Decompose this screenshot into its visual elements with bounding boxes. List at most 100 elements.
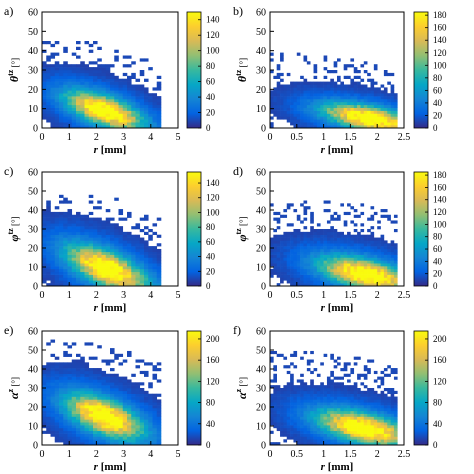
panel-f-cell [380, 425, 385, 429]
panel-c-cell [135, 283, 141, 287]
panel-a-cell [76, 113, 81, 117]
panel-a-cell [97, 87, 102, 91]
panel-c-cell [71, 251, 77, 255]
panel-f-cell [270, 393, 274, 397]
panel-d-cell [363, 271, 368, 275]
panel-f-cell [286, 402, 291, 406]
panel-f-colorbar-tick-label: 200 [433, 334, 447, 344]
panel-c-cell [135, 248, 141, 253]
panel-f-cell [316, 433, 321, 437]
panel-f-cell [353, 405, 358, 409]
panel-d-cell [306, 266, 311, 270]
panel-e-cell [131, 436, 136, 440]
panel-b-cell [273, 107, 277, 111]
panel-e-cell [71, 405, 77, 409]
panel-b-cell [337, 87, 341, 91]
panel-a-cell [46, 107, 51, 111]
panel-c-cell [54, 266, 60, 270]
panel-b-cell [290, 99, 294, 103]
panel-b-cell [333, 122, 338, 126]
panel-e-cell [76, 425, 81, 429]
panel-f-cell [293, 393, 298, 397]
panel-b-cell [313, 122, 318, 126]
panel-b-cell [383, 72, 388, 77]
panel-a-cell [71, 75, 77, 79]
panel-e-cell [71, 373, 77, 377]
panel-c-cell [50, 251, 56, 255]
panel-f-cell [330, 388, 334, 392]
panel-f-cell [367, 419, 371, 423]
panel-e-cell [156, 405, 162, 409]
panel-c-cell [127, 243, 132, 247]
panel-d-cell [357, 257, 361, 261]
panel-c-cell [59, 268, 64, 273]
panel-e-cell [80, 388, 85, 392]
panel-e-cell [144, 405, 149, 409]
panel-d-y-tick-label: 20 [256, 244, 266, 255]
panel-f-cell [383, 368, 388, 372]
panel-b-cell [347, 116, 351, 120]
panel-d-cell [370, 217, 375, 221]
panel-b-cell [347, 96, 351, 100]
panel-e-cell [42, 382, 47, 386]
panel-d-cell [357, 266, 361, 270]
panel-c-cell [71, 237, 77, 241]
panel-d-cell [286, 243, 291, 247]
panel-d-cell [300, 280, 304, 284]
panel-d-cell [373, 283, 378, 287]
panel-c-cell [76, 243, 81, 247]
panel-d-cell [283, 243, 288, 247]
panel-d-cell [390, 248, 395, 253]
panel-a-cell [93, 61, 98, 65]
panel-f-cell [313, 425, 318, 429]
panel-d-x-tick-label: 1.5 [344, 290, 357, 301]
panel-e-cell [118, 399, 124, 403]
panel-c-cell [80, 234, 85, 238]
panel-d-cell [313, 248, 318, 253]
panel-a-cell [84, 96, 90, 100]
panel-f-cell [323, 439, 328, 443]
panel-d-cell [296, 248, 301, 253]
panel-a-cell [84, 122, 90, 126]
panel-c-cell [88, 246, 94, 250]
panel-e-cell [71, 393, 77, 397]
panel-c-cell [114, 248, 119, 253]
panel-e-cell [42, 379, 47, 383]
panel-d-cell [360, 229, 365, 233]
panel-f-cell [293, 416, 298, 420]
panel-a-cell [59, 119, 64, 123]
panel-b-cell [310, 99, 314, 103]
panel-a-cell [118, 122, 124, 126]
panel-d-cell [350, 206, 355, 210]
panel-c-cell [122, 231, 128, 235]
panel-a-cell [67, 90, 73, 94]
panel-b-cell [347, 64, 351, 68]
panel-e-cell [88, 370, 94, 375]
panel-c-cell [131, 246, 136, 250]
panel-b-x-tick-label: 1.5 [344, 132, 357, 143]
panel-e-cell [67, 425, 73, 429]
panel-d-cell [363, 246, 368, 250]
panel-d-cell [303, 283, 308, 287]
panel-b-cell [360, 84, 365, 88]
panel-c-cell [59, 266, 64, 270]
panel-b-cell [280, 78, 284, 82]
panel-f-cell [370, 433, 375, 437]
panel-b-cell [383, 93, 388, 97]
panel-f-cell [373, 390, 378, 394]
panel-b-cell [280, 72, 284, 77]
panel-c-cell [63, 197, 68, 201]
panel-a-cell [131, 90, 136, 94]
panel-b-cell [286, 87, 291, 91]
panel-c-cell [110, 234, 115, 238]
panel-b-cell [383, 87, 388, 91]
panel-d-cell [367, 237, 371, 241]
panel-c-cell [80, 251, 85, 255]
panel-f-cell [337, 393, 341, 397]
panel-f-cell [330, 419, 334, 423]
panel-c-cell [127, 274, 132, 278]
panel-e-cell [50, 362, 56, 366]
panel-c-cell [148, 280, 153, 284]
panel-a-cell [122, 93, 128, 97]
panel-e-cell [152, 436, 158, 440]
